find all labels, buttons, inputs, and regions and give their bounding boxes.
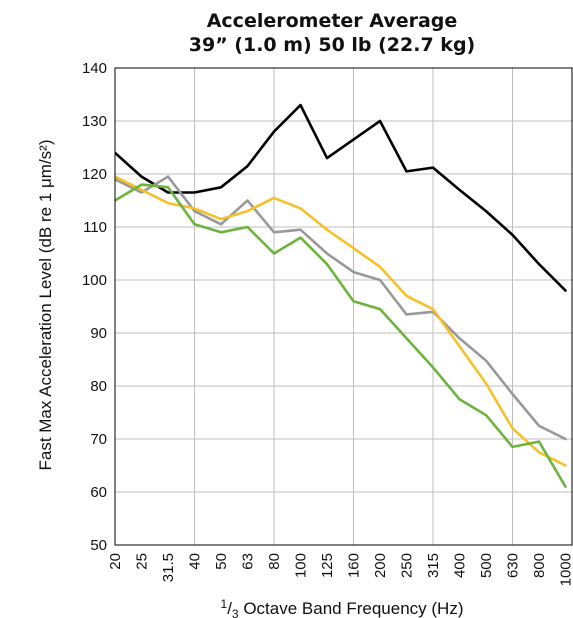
y-tick-label: 70 [90, 431, 107, 448]
x-tick-label: 1000 [558, 553, 573, 586]
x-tick-label: 31.5 [160, 553, 177, 582]
series-lines [115, 103, 567, 489]
y-tick-label: 50 [90, 537, 107, 554]
x-axis-ticks: 20 25 31.5 40 50 63 80 100 125 160 200 250 315 400 500… [107, 553, 573, 586]
x-tick-label: 25 [134, 553, 151, 570]
chart-subtitle: 39” (1.0 m) 50 lb (22.7 kg) [189, 34, 475, 56]
y-axis-label: Fast Max Acceleration Level (dB re 1 μm/… [36, 139, 55, 470]
gridlines [115, 67, 573, 546]
series-line-0 [115, 103, 567, 292]
y-tick-label: 60 [90, 484, 107, 501]
series-line-2 [115, 175, 567, 467]
x-tick-label: 630 [505, 553, 522, 578]
x-tick-label: 100 [293, 553, 310, 578]
x-tick-label: 40 [187, 553, 204, 570]
plot-frame [114, 67, 573, 546]
x-tick-label: 125 [319, 553, 336, 578]
x-tick-label: 63 [240, 553, 257, 570]
series-line-1 [115, 175, 567, 441]
x-tick-label: 315 [425, 553, 442, 578]
y-tick-label: 90 [90, 325, 107, 342]
y-tick-label: 130 [82, 113, 107, 130]
x-tick-label: 800 [531, 553, 548, 578]
x-tick-label: 160 [346, 553, 363, 578]
x-tick-label: 80 [266, 553, 283, 570]
x-tick-label: 500 [478, 553, 495, 578]
chart-title: Accelerometer Average [207, 10, 458, 32]
y-tick-label: 80 [90, 378, 107, 395]
x-tick-label: 200 [372, 553, 389, 578]
y-tick-label: 140 [82, 60, 107, 77]
x-tick-label: 400 [452, 553, 469, 578]
x-tick-label: 20 [107, 553, 124, 570]
x-axis-label: 1/3 Octave Band Frequency (Hz) [221, 597, 464, 618]
y-tick-label: 100 [82, 272, 107, 289]
x-tick-label: 50 [213, 553, 230, 570]
y-tick-label: 110 [83, 219, 107, 236]
series-line-3 [115, 183, 567, 489]
y-axis-ticks: 50 60 70 80 90 100 110 120 130 140 [82, 60, 107, 554]
y-tick-label: 120 [82, 166, 107, 183]
x-tick-label: 250 [399, 553, 416, 578]
